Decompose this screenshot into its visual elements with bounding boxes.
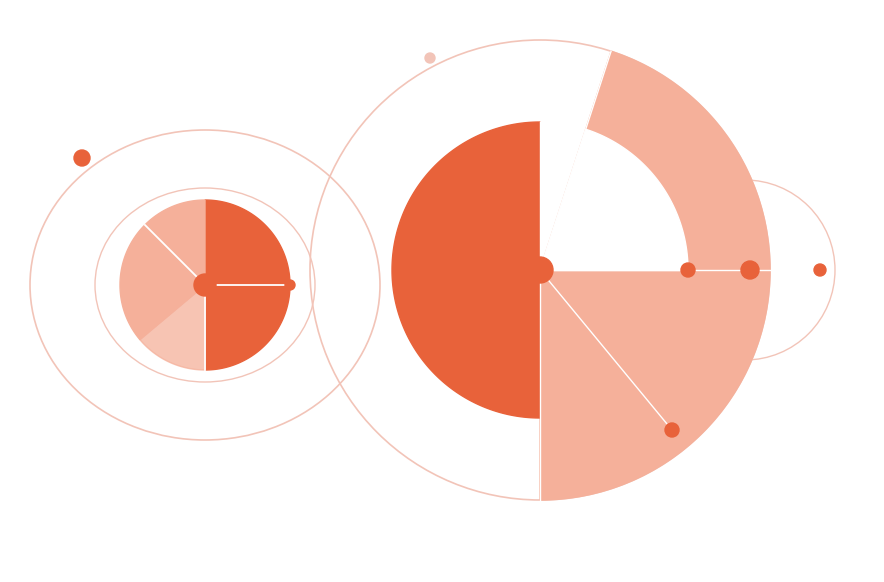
Polygon shape bbox=[140, 285, 205, 370]
Circle shape bbox=[425, 53, 435, 63]
Circle shape bbox=[665, 423, 679, 437]
Circle shape bbox=[285, 280, 295, 290]
Polygon shape bbox=[120, 200, 205, 340]
Circle shape bbox=[74, 150, 90, 166]
Circle shape bbox=[814, 264, 826, 276]
Circle shape bbox=[527, 257, 553, 283]
Polygon shape bbox=[205, 200, 290, 370]
Circle shape bbox=[681, 263, 695, 277]
Polygon shape bbox=[392, 122, 540, 418]
Polygon shape bbox=[540, 129, 688, 270]
Circle shape bbox=[741, 261, 759, 279]
Polygon shape bbox=[540, 51, 770, 270]
Circle shape bbox=[194, 274, 216, 296]
Polygon shape bbox=[540, 270, 770, 500]
